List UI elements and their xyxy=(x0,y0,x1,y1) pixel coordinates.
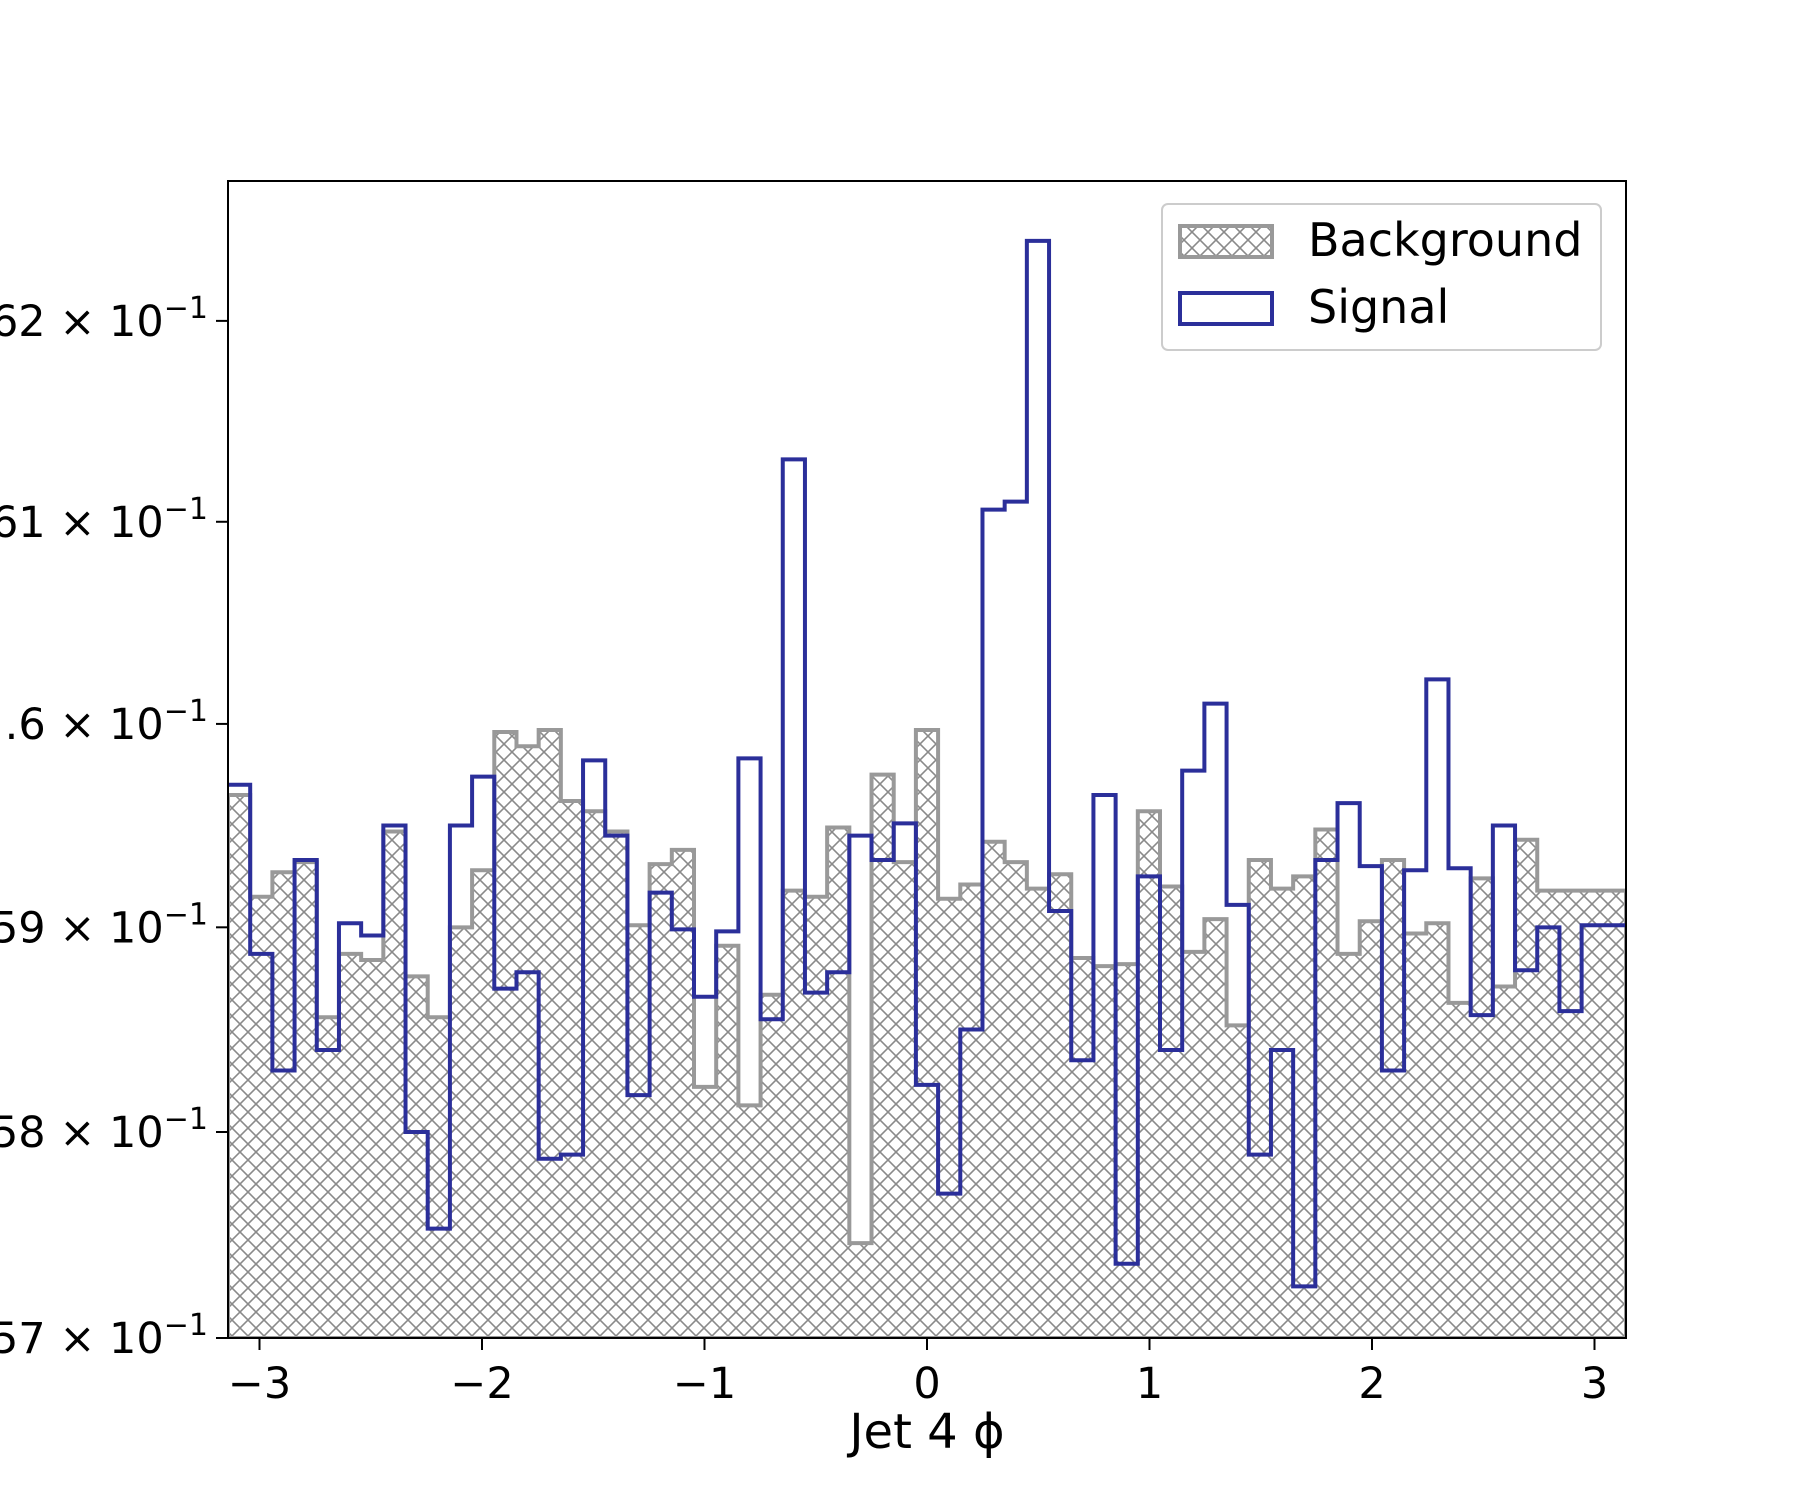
x-tick-label: −1 xyxy=(673,1359,736,1409)
legend-label-signal: Signal xyxy=(1308,280,1449,334)
y-tick-label: 61 × 10−1 xyxy=(0,492,208,548)
x-tick-label: 3 xyxy=(1581,1359,1608,1409)
legend: Background Signal xyxy=(1161,203,1602,351)
legend-swatch-background xyxy=(1178,224,1274,259)
x-axis-label: Jet 4 ϕ xyxy=(846,1404,1004,1460)
x-axis-ticks: −3 −2 −1 0 1 2 3 xyxy=(228,1338,1608,1409)
x-tick-label: 0 xyxy=(913,1359,940,1409)
plot-area xyxy=(228,238,1626,1338)
x-tick-label: −2 xyxy=(450,1359,513,1409)
y-tick-label: .6 × 10−1 xyxy=(5,694,208,750)
y-tick-label: 59 × 10−1 xyxy=(0,897,208,953)
legend-label-background: Background xyxy=(1308,213,1582,267)
y-tick-label: 58 × 10−1 xyxy=(0,1102,208,1158)
x-tick-label: 1 xyxy=(1136,1359,1163,1409)
signal-histogram-line xyxy=(228,238,1626,1289)
x-tick-label: −3 xyxy=(228,1359,291,1409)
y-tick-label: 57 × 10−1 xyxy=(0,1308,208,1364)
x-tick-label: 2 xyxy=(1358,1359,1385,1409)
background-histogram-fill xyxy=(228,729,1626,1338)
legend-swatch-signal xyxy=(1178,291,1274,326)
y-tick-label: 62 × 10−1 xyxy=(0,291,208,347)
y-axis-ticks: 57 × 10−1 58 × 10−1 59 × 10−1 .6 × 10−1 61 ×… xyxy=(0,291,228,1364)
